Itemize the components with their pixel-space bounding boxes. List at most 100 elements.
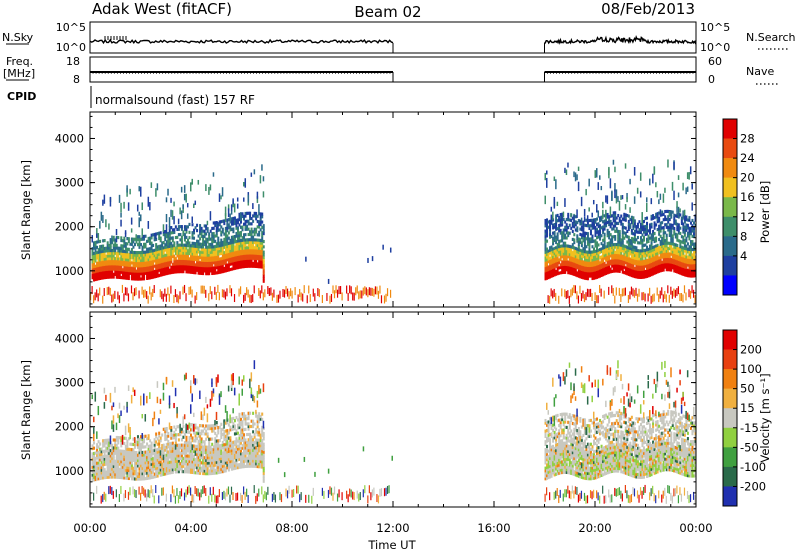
echo-cell <box>651 198 653 204</box>
echo-cell <box>149 202 151 210</box>
echo-cell <box>128 202 130 210</box>
clutter-cell <box>278 295 279 303</box>
echo-cell <box>111 406 113 411</box>
echo-cell <box>166 224 168 233</box>
echo-cell <box>131 395 133 404</box>
clutter-cell <box>135 490 136 498</box>
echo-cell <box>634 219 636 222</box>
echo-cell <box>243 182 245 186</box>
echo-cell <box>590 229 592 232</box>
clutter-cell <box>125 490 126 498</box>
clutter-cell <box>173 295 174 303</box>
y-tick-label: 2000 <box>55 220 84 234</box>
echo-cell <box>163 393 165 401</box>
clutter-cell <box>384 295 385 303</box>
echo-cell <box>672 182 674 191</box>
echo-cell <box>128 237 130 240</box>
echo-cell <box>142 228 144 237</box>
echo-cell <box>679 227 681 230</box>
echo-cell <box>129 189 131 195</box>
echo-cell <box>263 176 265 181</box>
echo-cell <box>113 236 115 239</box>
echo-cell <box>688 216 690 219</box>
echo-cell <box>576 226 578 229</box>
clutter-cell <box>652 294 653 302</box>
echo-cell <box>192 223 194 226</box>
clutter-cell <box>119 295 120 303</box>
clutter-cell <box>573 285 574 293</box>
clutter-cell <box>337 290 338 298</box>
nsearch-label: N.Search <box>746 31 796 44</box>
clutter-cell <box>161 291 162 299</box>
echo-cell <box>184 185 186 193</box>
echo-cell <box>135 234 137 240</box>
echo-cell <box>125 230 127 234</box>
echo-cell <box>551 207 553 212</box>
clutter-cell <box>622 288 623 296</box>
clutter-cell <box>628 295 629 303</box>
echo-cell <box>222 228 224 231</box>
echo-cell <box>166 214 168 222</box>
echo-cell <box>176 236 178 239</box>
clutter-cell <box>110 288 111 296</box>
clutter-cell <box>663 294 664 302</box>
echo-cell <box>688 172 690 180</box>
clutter-cell <box>192 290 193 298</box>
echo-cell <box>663 226 665 229</box>
echo-cell <box>682 183 684 191</box>
echo-cell <box>181 210 183 219</box>
echo-cell <box>148 197 150 207</box>
echo-cell <box>188 236 190 239</box>
echo-cell <box>581 218 583 226</box>
clutter-cell <box>108 287 109 295</box>
echo-cell <box>196 224 198 227</box>
clutter-cell <box>178 295 179 303</box>
echo-cell <box>598 182 600 190</box>
echo-cell <box>678 223 680 226</box>
clutter-cell <box>117 292 118 300</box>
echo-cell <box>173 202 175 207</box>
echo-cell <box>128 385 130 391</box>
echo-cell <box>169 423 171 430</box>
clutter-cell <box>99 288 100 296</box>
clutter-cell <box>154 495 155 503</box>
echo-cell <box>620 215 622 218</box>
echo-cell <box>119 415 121 423</box>
clutter-cell <box>314 293 315 301</box>
echo-cell <box>573 238 575 241</box>
echo-cell <box>569 232 571 235</box>
echo-cell <box>166 377 168 385</box>
nsky-tick-bottom: 10^0 <box>56 41 86 54</box>
echo-cell <box>93 447 95 450</box>
echo-cell <box>691 202 693 210</box>
echo-cell <box>234 204 236 213</box>
clutter-cell <box>273 290 274 298</box>
echo-cell <box>140 187 142 197</box>
echo-cell <box>99 221 101 229</box>
echo-cell <box>181 225 183 228</box>
echo-cell <box>157 183 159 190</box>
clutter-cell <box>564 289 565 297</box>
echo-cell <box>673 191 675 200</box>
clutter-cell <box>651 296 652 304</box>
echo-cell <box>679 213 681 216</box>
echo-cell <box>158 418 160 424</box>
clutter-cell <box>346 286 347 294</box>
clutter-cell <box>373 289 374 297</box>
echo-cell <box>188 223 190 226</box>
echo-cell <box>152 418 154 426</box>
y-tick-label: 1000 <box>55 264 84 278</box>
clutter-cell <box>587 289 588 297</box>
echo-cell <box>646 222 648 225</box>
echo-cell <box>167 189 169 196</box>
echo-cell <box>225 213 227 222</box>
clutter-cell <box>376 287 377 295</box>
echo-cell <box>116 237 118 242</box>
echo-cell <box>545 196 547 205</box>
echo-cell <box>614 167 616 173</box>
echo-cell <box>102 215 104 223</box>
echo-cell <box>655 237 657 240</box>
clutter-cell <box>290 288 291 296</box>
clutter-cell <box>601 289 602 297</box>
echo-cell <box>173 216 175 224</box>
